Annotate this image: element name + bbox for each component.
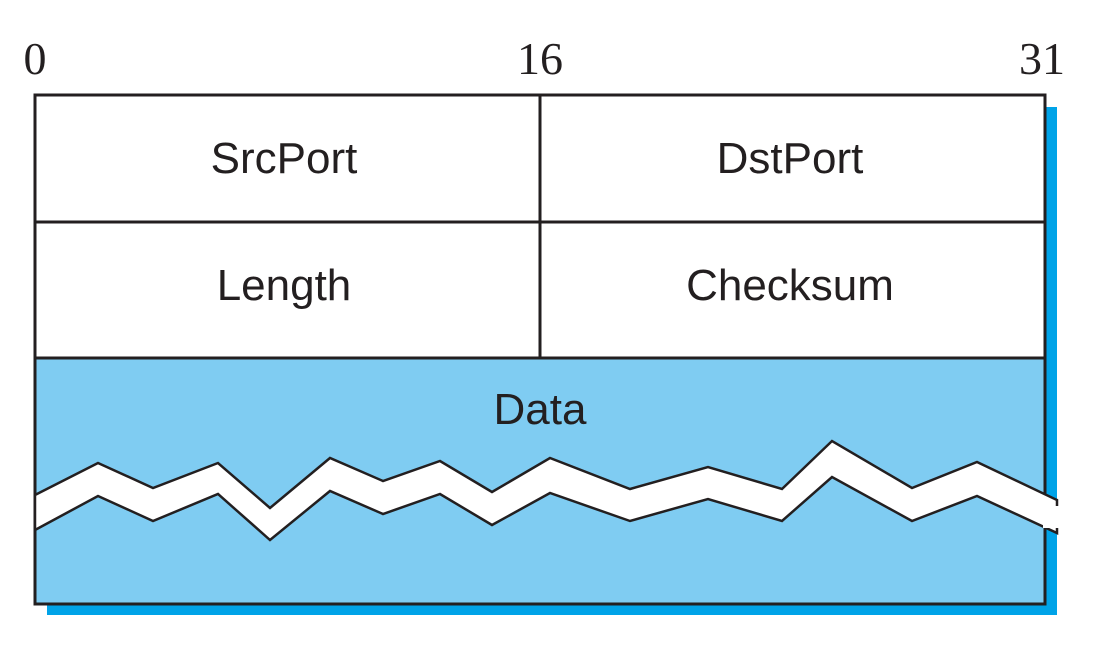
- field-length: Length: [217, 261, 352, 310]
- bit-label-16: 16: [517, 33, 563, 84]
- data-break-gap: [1043, 506, 1059, 528]
- bit-label-0: 0: [24, 33, 47, 84]
- field-dstport: DstPort: [717, 134, 864, 183]
- data-break-band: [33, 439, 1059, 542]
- field-srcport: SrcPort: [211, 134, 358, 183]
- bit-label-31: 31: [1019, 33, 1065, 84]
- field-data: Data: [494, 385, 587, 434]
- field-checksum: Checksum: [686, 261, 894, 310]
